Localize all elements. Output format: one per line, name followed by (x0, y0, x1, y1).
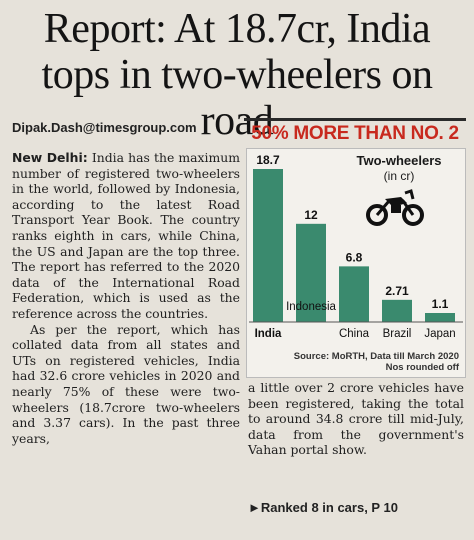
bar-indonesia (296, 223, 326, 322)
source-text: Source: MoRTH, Data till March 2020 (293, 351, 459, 362)
bar-value-label: 1.1 (432, 297, 449, 311)
chart-header: 50% MORE THAN NO. 2 (244, 118, 466, 147)
paragraph-2-text-part1: As per the report, which has collated da… (12, 321, 240, 446)
motorcycle-icon (366, 189, 424, 226)
chart-unit: (in cr) (383, 169, 415, 183)
category-label: Brazil (383, 328, 412, 340)
category-label: Indonesia (286, 301, 336, 313)
chart-source: Source: MoRTH, Data till March 2020 Nos … (294, 351, 459, 373)
bar-chart: 18.7 India 12 Indonesia 6.8 China 2.71 Brazil 1.… (249, 153, 463, 340)
bar-value-label: 12 (304, 208, 318, 222)
article-column-right: a little over 2 crore vehicles have been… (248, 380, 464, 458)
paragraph-2-text-part2: a little over 2 crore vehicles have been… (248, 380, 464, 458)
bar-brazil (382, 299, 412, 322)
paragraph-1-text: India has the maximum number of register… (12, 150, 240, 321)
chart-area: Two-wheelers (in cr) 18.7 India 12 Indonesi… (246, 148, 466, 378)
cross-reference: ►Ranked 8 in cars, P 10 (248, 500, 398, 515)
source-note: Nos rounded off (385, 362, 459, 373)
article-paragraph-2: As per the report, which has collated da… (12, 322, 240, 447)
bar-japan (425, 313, 455, 322)
headline: Report: At 18.7cr, India tops in two-whe… (41, 6, 433, 144)
category-label: India (255, 328, 282, 340)
article-paragraph-1: New Delhi: India has the maximum number … (12, 150, 240, 322)
bar-india (253, 169, 283, 322)
bar-china (339, 266, 369, 322)
byline: Dipak.Dash@timesgroup.com (12, 120, 197, 135)
category-label: Japan (424, 328, 455, 340)
bar-value-label: 18.7 (256, 153, 280, 167)
chart-panel: 50% MORE THAN NO. 2 Two-wheelers (in cr)… (244, 118, 466, 380)
bar-value-label: 6.8 (346, 250, 363, 264)
bar-value-label: 2.71 (385, 284, 409, 298)
dateline: New Delhi: (12, 150, 88, 165)
article-column-left: New Delhi: India has the maximum number … (12, 150, 240, 446)
chart-title: Two-wheelers (356, 153, 442, 168)
category-label: China (339, 328, 370, 340)
